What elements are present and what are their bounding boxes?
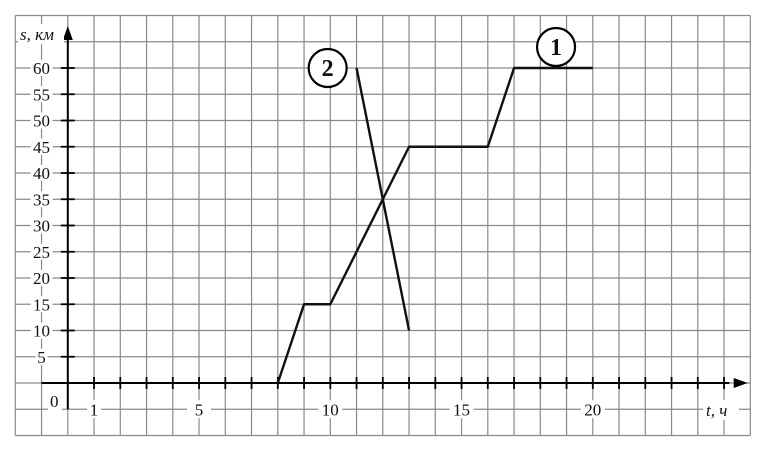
y-tick-label-bg — [30, 60, 53, 76]
series-label-1: 1 — [550, 35, 562, 61]
y-tick-label-bg — [30, 191, 53, 208]
axes — [41, 26, 748, 410]
y-tick-label: 60 — [33, 59, 50, 78]
y-axis-arrow — [62, 26, 73, 40]
y-tick-label-bg — [30, 217, 53, 234]
series-label-2: 2 — [322, 56, 334, 82]
y-tick-label: 35 — [33, 190, 50, 209]
x-tick-label-bg — [580, 400, 605, 419]
grid — [14, 14, 751, 437]
y-tick-label: 30 — [33, 217, 50, 236]
x-tick-label: 10 — [322, 400, 339, 419]
x-tick-label: 20 — [584, 400, 601, 419]
label-bg — [703, 400, 739, 420]
y-axis-label: s, км — [20, 25, 54, 44]
y-tick-label: 55 — [33, 85, 50, 104]
y-tick-label: 15 — [33, 295, 50, 314]
y-tick-label: 10 — [33, 322, 50, 341]
y-tick-label: 25 — [33, 243, 50, 262]
x-tick-label: 1 — [90, 400, 99, 419]
x-tick-label-bg — [318, 400, 343, 419]
y-tick-label-bg — [35, 348, 48, 365]
x-tick-label-bg — [87, 400, 102, 419]
origin-label: 0 — [50, 392, 59, 411]
y-tick-label-bg — [30, 112, 53, 129]
y-tick-label: 20 — [33, 269, 50, 288]
x-tick-label: 5 — [195, 400, 204, 419]
series-line-1 — [276, 66, 593, 384]
y-tick-label-bg — [30, 138, 53, 155]
y-tick-label-bg — [30, 322, 53, 339]
y-tick-label-bg — [30, 270, 53, 286]
y-tick-label-bg — [30, 165, 53, 181]
label-bg — [48, 392, 62, 410]
x-tick-label-bg — [187, 400, 212, 419]
y-tick-label-bg — [30, 243, 53, 260]
y-tick-label: 5 — [37, 348, 46, 367]
y-tick-label-bg — [30, 296, 53, 313]
y-tick-label-bg — [30, 86, 53, 103]
y-tick-label: 45 — [33, 138, 50, 157]
series-line-2 — [355, 67, 411, 331]
series-label-circle-2 — [307, 47, 348, 89]
x-axis-label: t, ч — [706, 401, 727, 420]
y-tick-label: 50 — [33, 112, 50, 131]
y-tick-label: 40 — [33, 164, 50, 183]
x-axis-arrow — [733, 378, 748, 388]
x-tick-label-bg — [449, 400, 474, 419]
series-lines: 12 — [276, 26, 593, 384]
label-bg — [18, 24, 64, 44]
x-tick-label: 15 — [453, 400, 470, 419]
y-axis-label-text: s, км — [20, 25, 54, 44]
series-label-circle-1 — [535, 26, 577, 68]
